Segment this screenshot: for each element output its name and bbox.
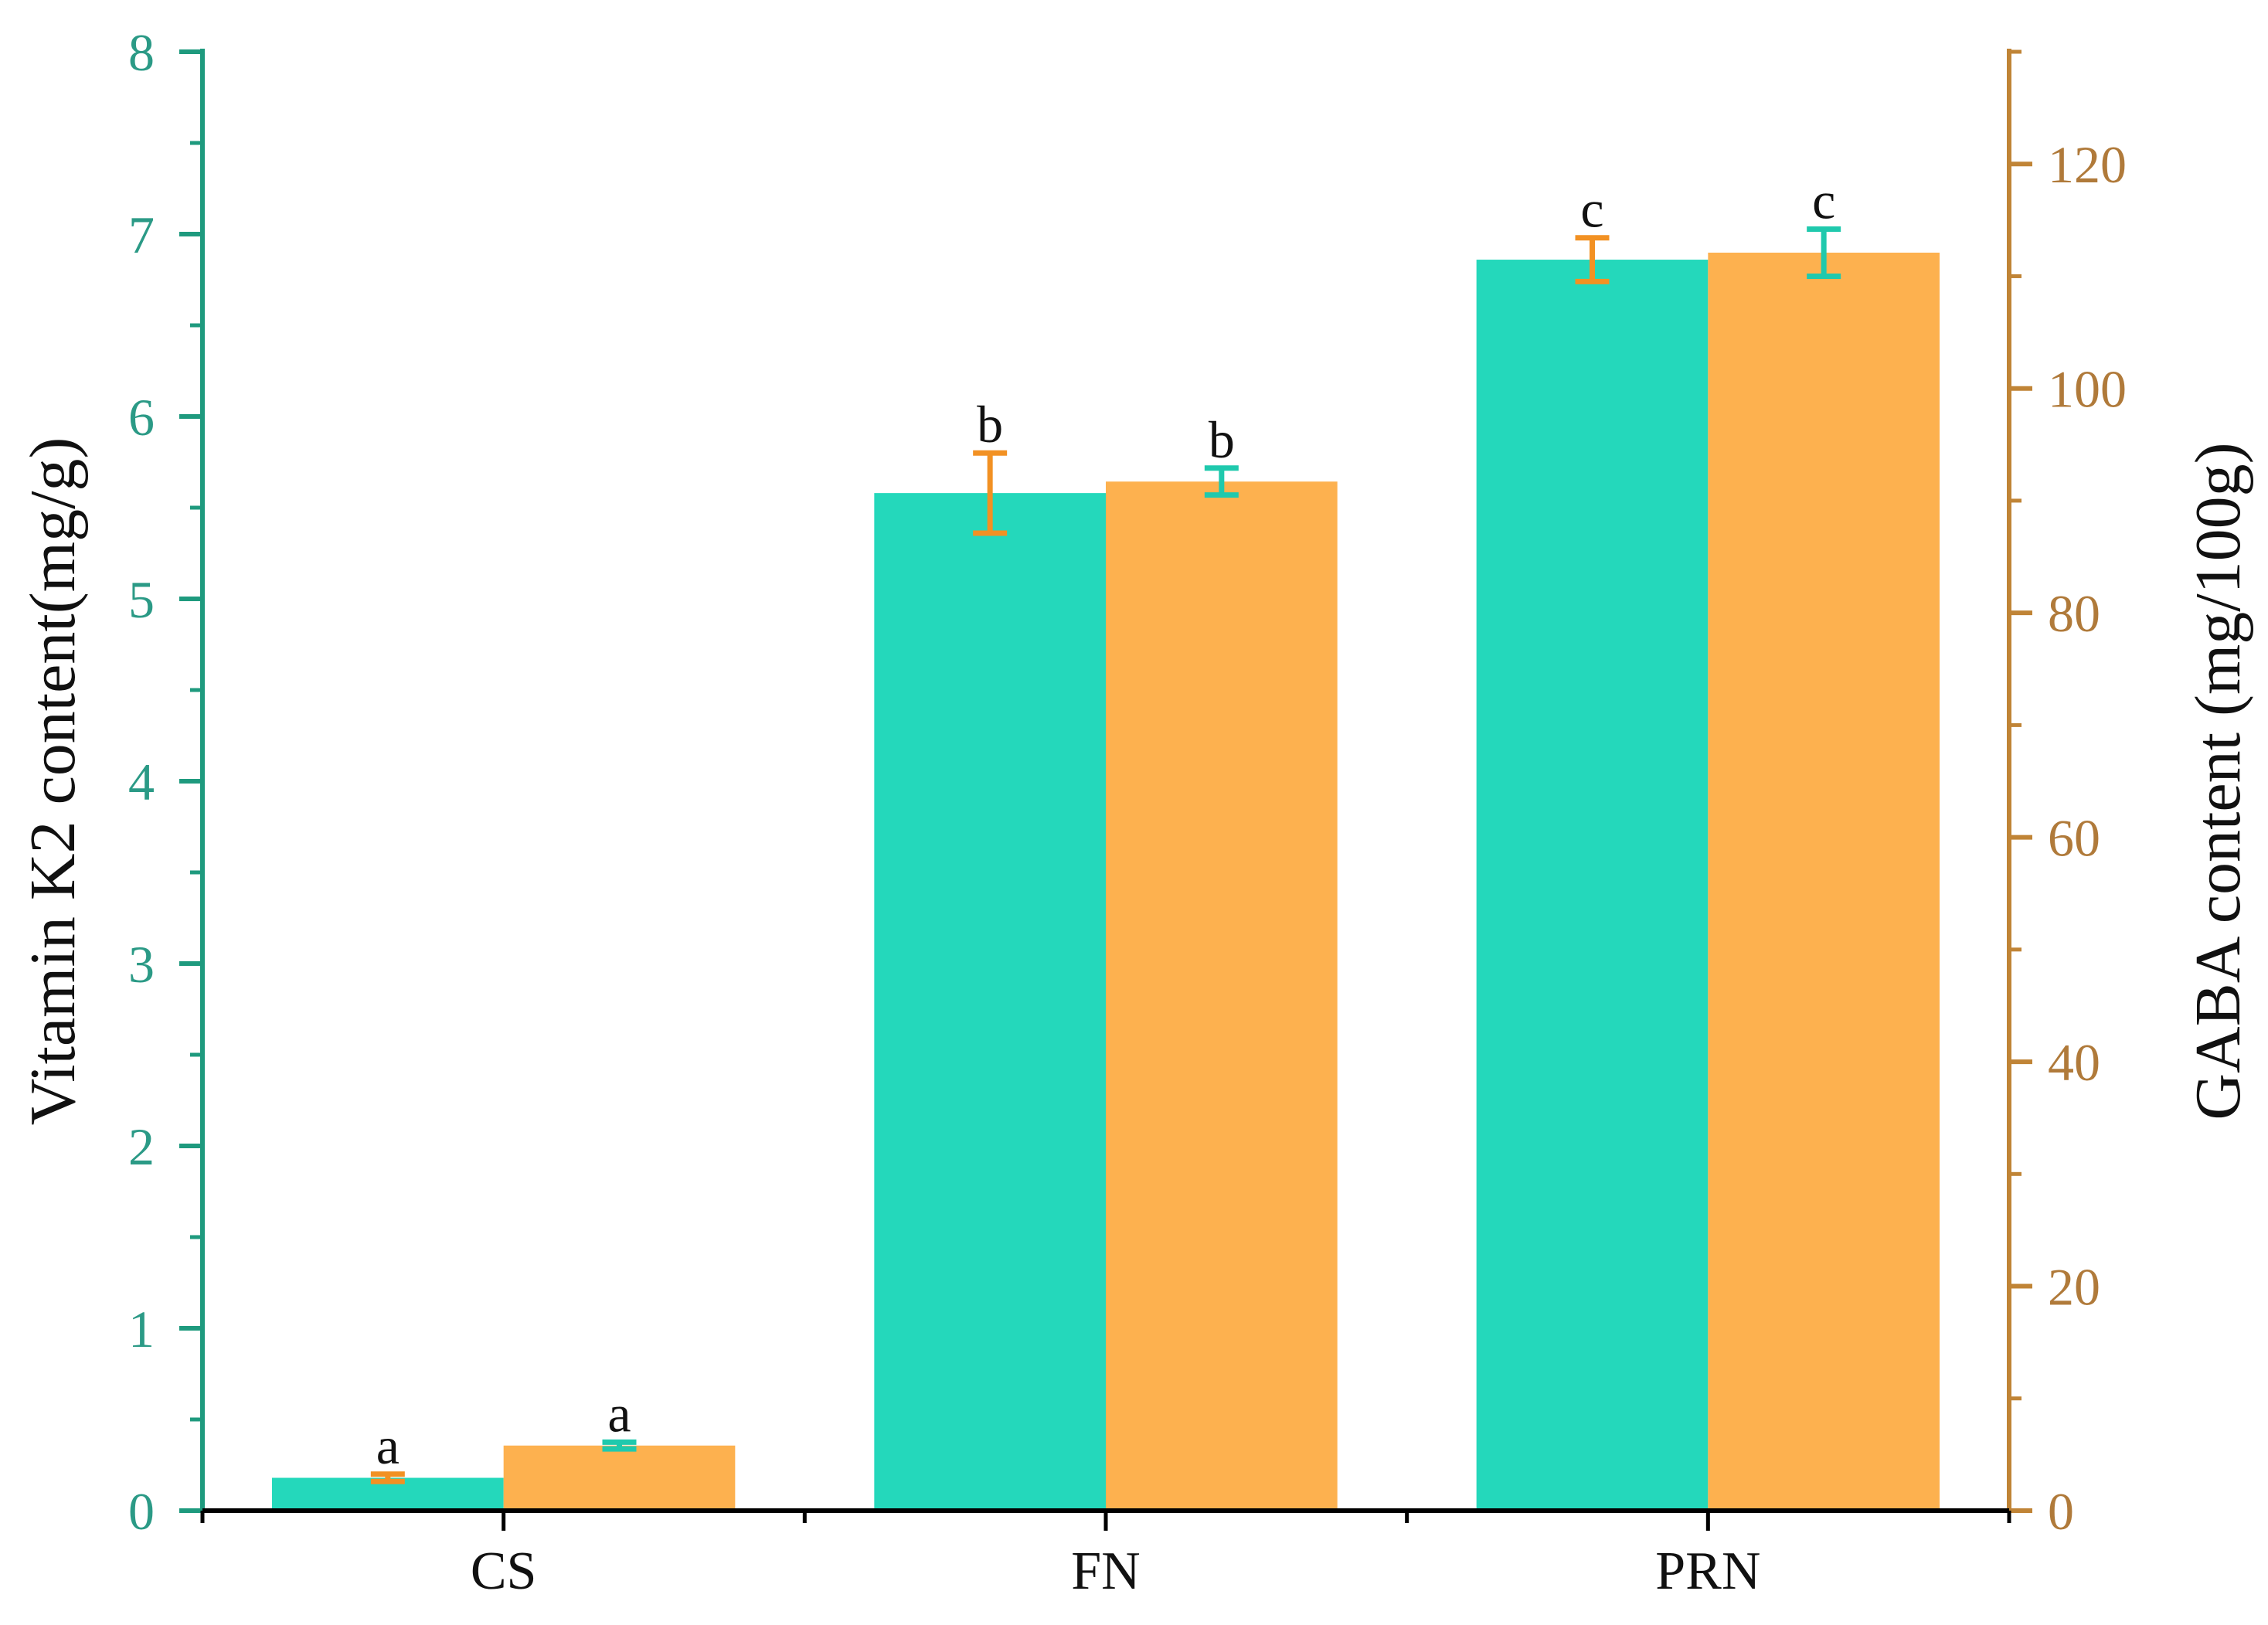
left-tick-label: 3 — [128, 935, 155, 994]
right-tick-label: 100 — [2048, 360, 2127, 419]
left-tick-label: 1 — [128, 1300, 155, 1358]
right-tick-label: 20 — [2048, 1258, 2100, 1317]
bar-gaba-cs — [503, 1445, 736, 1511]
right-tick-label: 60 — [2048, 809, 2100, 868]
right-axis-title: GABA content (mg/100g) — [2182, 442, 2254, 1120]
right-tick-label: 40 — [2048, 1033, 2100, 1092]
error-bar-gaba-prn — [1807, 226, 1841, 279]
significance-label: a — [376, 1416, 400, 1475]
left-axis-title: Vitamin K2 content(mg/g) — [17, 437, 89, 1126]
bar-gaba-fn — [1106, 481, 1338, 1511]
left-tick-label: 4 — [128, 753, 155, 811]
bar-k2-prn — [1476, 260, 1709, 1511]
right-tick-label: 120 — [2048, 135, 2127, 194]
right-tick-label: 0 — [2048, 1482, 2074, 1541]
significance-label: a — [607, 1384, 631, 1443]
x-tick-label: PRN — [1655, 1542, 1760, 1601]
error-bars-layer — [370, 226, 1841, 1484]
significance-label: c — [1580, 180, 1603, 239]
left-tick-label: 5 — [128, 570, 155, 629]
left-tick-label: 6 — [128, 388, 155, 447]
right-tick-label: 80 — [2048, 584, 2100, 643]
left-tick-label: 7 — [128, 206, 155, 264]
error-bar-k2-prn — [1575, 235, 1610, 284]
error-bar-k2-fn — [973, 450, 1008, 536]
error-bar-gaba-fn — [1204, 465, 1239, 498]
left-tick-label: 8 — [128, 23, 155, 82]
bar-k2-fn — [874, 493, 1106, 1511]
left-tick-label: 2 — [128, 1117, 155, 1176]
x-tick-label: CS — [471, 1542, 537, 1601]
significance-label: b — [1209, 410, 1235, 469]
left-tick-label: 0 — [128, 1482, 155, 1541]
bars-layer — [272, 252, 1940, 1511]
bar-gaba-prn — [1708, 252, 1940, 1511]
significance-label: b — [977, 395, 1003, 454]
error-bar-gaba-cs — [602, 1439, 637, 1452]
significance-labels-layer: a b c a b c — [376, 171, 1836, 1474]
x-tick-label: FN — [1071, 1542, 1140, 1601]
significance-label: c — [1812, 171, 1835, 229]
error-bar-k2-cs — [370, 1471, 405, 1484]
